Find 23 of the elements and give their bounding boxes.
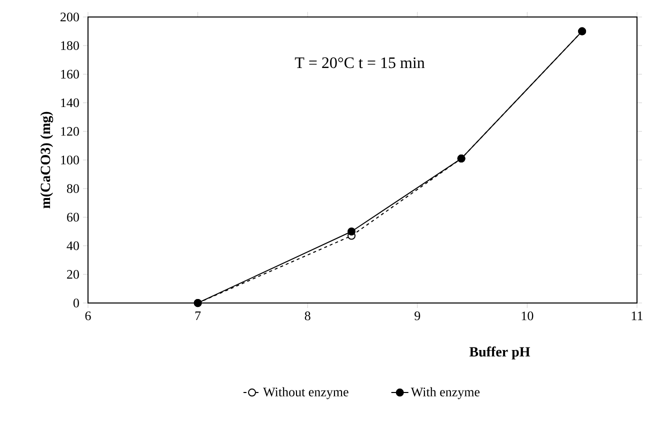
y-tick-label: 120 xyxy=(61,127,79,136)
legend-label: With enzyme xyxy=(410,387,480,400)
x-tick-label: 9 xyxy=(414,312,420,320)
point xyxy=(348,227,356,236)
y-tick-label: 40 xyxy=(66,241,79,250)
x-tick-label: 8 xyxy=(304,312,310,320)
legend-label: Without enzyme xyxy=(263,387,348,400)
y-tick-label: 100 xyxy=(61,156,79,164)
y-tick-label: 0 xyxy=(73,298,79,308)
y-tick-label: 80 xyxy=(66,184,79,193)
y-tick-label: 140 xyxy=(61,98,79,108)
x-tick-label: 10 xyxy=(522,312,534,320)
y-tick-label: 180 xyxy=(61,41,79,50)
y-tick-label: 20 xyxy=(67,270,79,279)
y-axis-title: m(CaCO3) (mg) xyxy=(40,112,54,208)
x-tick-label: 7 xyxy=(195,312,201,320)
annotation: T = 20°C t = 15 min xyxy=(294,57,425,68)
x-tick-label: 11 xyxy=(632,312,642,320)
x-tick-label: 6 xyxy=(85,312,91,320)
y-tick-label: 60 xyxy=(67,212,79,222)
y-tick-label: 200 xyxy=(60,12,79,22)
y-tick-label: 160 xyxy=(61,70,79,79)
x-axis-title: Buffer pH xyxy=(469,346,530,360)
